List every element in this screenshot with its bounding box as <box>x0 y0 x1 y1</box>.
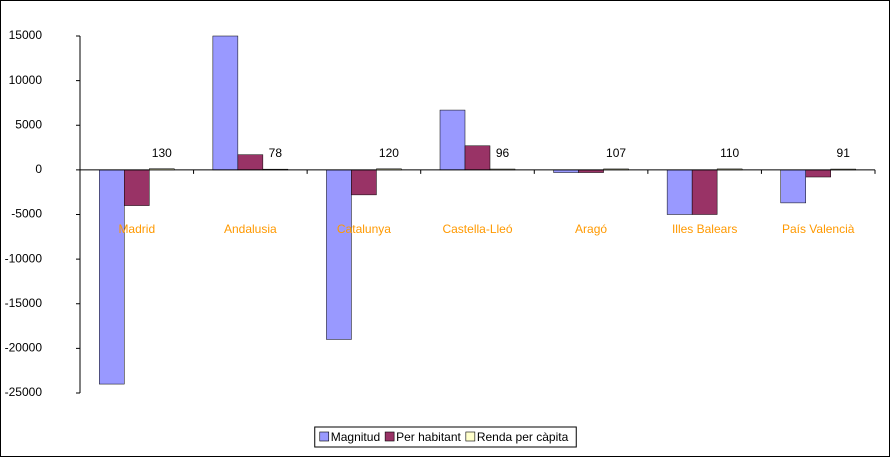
legend-label: Per habitant <box>396 430 461 444</box>
bar <box>99 169 125 385</box>
bar <box>351 169 377 196</box>
data-label: 107 <box>606 146 626 160</box>
y-tick-label: -25000 <box>5 385 43 399</box>
bar <box>666 169 693 215</box>
bar <box>464 145 491 171</box>
x-tick-label: Madrid <box>118 222 155 236</box>
y-tick-label: -10000 <box>5 251 43 265</box>
y-tick-label: 15000 <box>9 28 43 42</box>
legend: Magnitud Per habitant Renda per càpita <box>314 426 577 448</box>
bar <box>212 35 239 171</box>
bar <box>326 169 352 340</box>
x-tick-label: Illes Balears <box>672 222 737 236</box>
legend-swatch <box>465 431 476 442</box>
y-tick-label: -20000 <box>5 341 43 355</box>
data-label: 110 <box>720 146 739 160</box>
y-tick-label: 0 <box>35 162 42 176</box>
data-label: 120 <box>379 146 399 160</box>
bar <box>691 169 718 215</box>
x-tick-label: Catalunya <box>337 222 391 236</box>
legend-box <box>314 426 577 448</box>
bar <box>124 169 150 206</box>
data-label: 96 <box>496 146 510 160</box>
legend-label: Magnitud <box>331 430 380 444</box>
bar <box>237 154 264 171</box>
bar <box>780 169 806 204</box>
x-tick-label: Andalusia <box>224 222 277 236</box>
legend-swatch <box>384 431 395 442</box>
data-label: 130 <box>152 146 172 160</box>
x-tick-label: Castella-Lleó <box>442 222 512 236</box>
bar <box>805 169 831 178</box>
y-tick-label: 10000 <box>9 73 43 87</box>
data-label: 78 <box>269 146 283 160</box>
legend-label: Renda per càpita <box>477 430 569 444</box>
y-tick-label: -5000 <box>11 207 42 221</box>
x-tick-label: Aragó <box>575 222 607 236</box>
legend-swatch <box>319 431 330 442</box>
bar <box>439 109 466 171</box>
y-tick-label: -15000 <box>5 296 43 310</box>
y-tick-label: 5000 <box>15 117 42 131</box>
data-label: 91 <box>837 146 851 160</box>
x-tick-label: País Valencià <box>782 222 855 236</box>
